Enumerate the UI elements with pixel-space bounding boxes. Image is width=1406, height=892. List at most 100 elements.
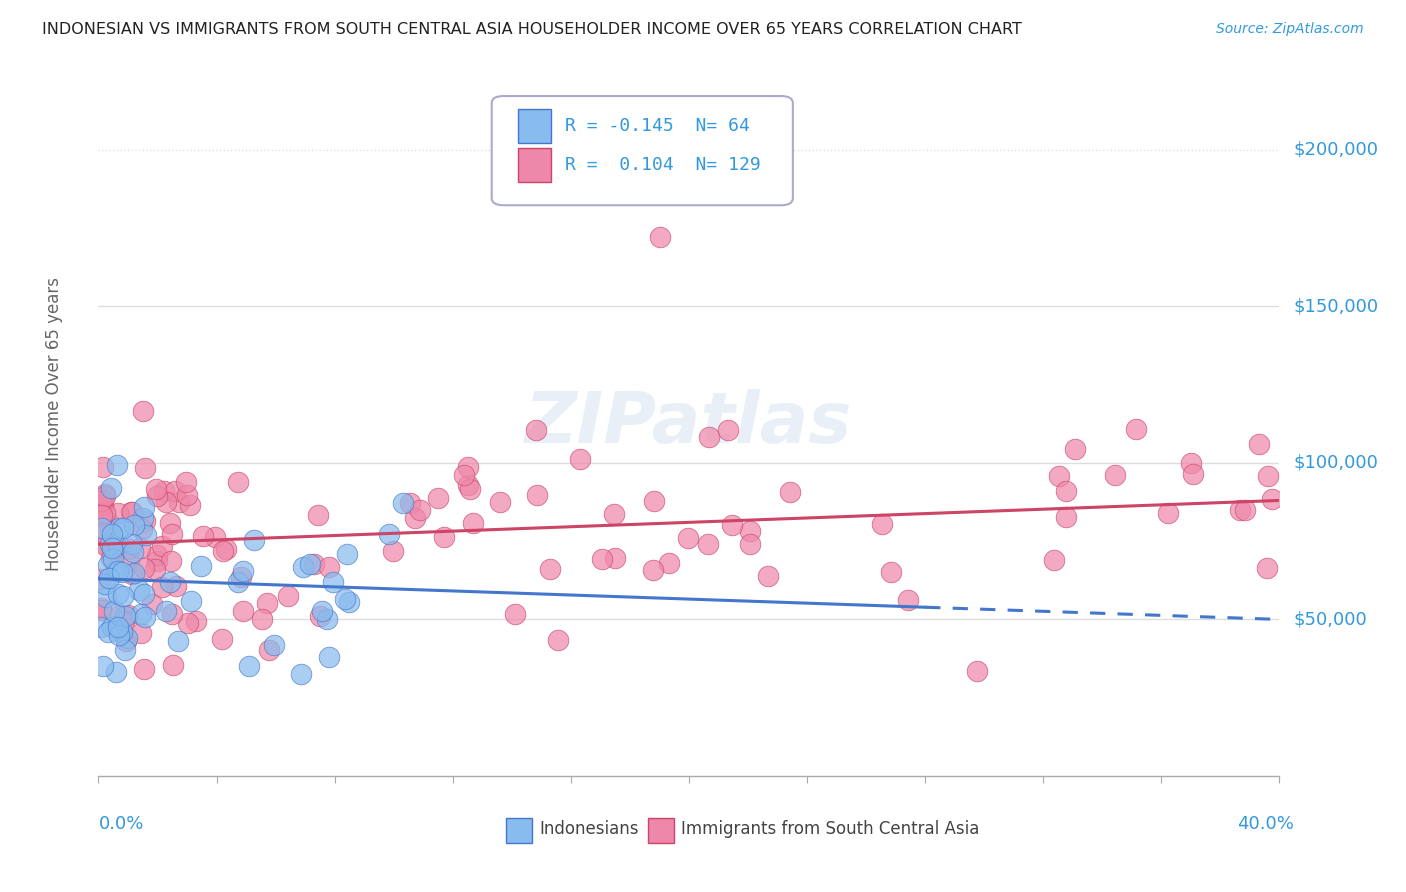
Point: [145, 482, 167, 496]
Point: [257, 642, 280, 657]
Point: [605, 550, 627, 565]
Point: [238, 658, 260, 673]
Text: R = -0.145  N= 64: R = -0.145 N= 64: [565, 118, 749, 136]
Point: [740, 537, 762, 551]
Point: [591, 551, 613, 566]
Point: [318, 650, 340, 665]
Point: [315, 612, 337, 626]
Text: ZIPatlas: ZIPatlas: [526, 389, 852, 458]
Point: [90, 601, 112, 615]
Point: [91, 492, 114, 507]
Point: [463, 516, 485, 530]
Point: [263, 638, 285, 652]
Point: [382, 544, 405, 558]
Point: [134, 609, 156, 624]
Point: [143, 562, 166, 576]
Point: [112, 589, 135, 603]
Point: [90, 521, 112, 535]
Point: [122, 517, 145, 532]
Point: [756, 569, 779, 583]
Point: [177, 615, 200, 630]
Point: [1261, 491, 1284, 506]
Point: [897, 593, 920, 607]
Point: [134, 514, 156, 528]
Point: [107, 506, 129, 520]
Point: [1229, 503, 1251, 517]
Point: [91, 508, 114, 522]
Point: [337, 595, 360, 609]
Point: [105, 541, 128, 556]
Point: [524, 423, 547, 437]
Point: [180, 593, 202, 607]
Point: [103, 604, 125, 618]
Point: [107, 458, 129, 473]
Point: [90, 620, 112, 634]
Point: [1043, 552, 1066, 566]
Point: [121, 504, 143, 518]
Point: [132, 511, 155, 525]
Point: [226, 475, 249, 489]
Point: [121, 567, 143, 582]
Point: [179, 498, 201, 512]
Point: [232, 565, 254, 579]
Point: [107, 587, 129, 601]
Point: [302, 557, 325, 571]
Text: $150,000: $150,000: [1294, 297, 1379, 315]
Point: [129, 607, 152, 621]
Point: [90, 572, 112, 586]
Text: $200,000: $200,000: [1294, 141, 1379, 159]
Point: [184, 614, 207, 628]
Point: [658, 556, 681, 570]
Point: [966, 664, 988, 678]
Point: [1157, 506, 1180, 520]
Text: 0.0%: 0.0%: [98, 814, 143, 833]
Point: [145, 548, 167, 562]
Point: [91, 658, 114, 673]
Point: [299, 557, 322, 571]
Point: [105, 665, 128, 680]
Point: [489, 495, 512, 509]
Point: [1181, 467, 1204, 481]
Point: [717, 423, 740, 437]
Point: [538, 562, 561, 576]
Point: [91, 498, 114, 512]
Point: [117, 607, 139, 622]
Point: [100, 527, 122, 541]
Point: [228, 574, 250, 589]
Bar: [648, 818, 673, 843]
Point: [1125, 422, 1147, 436]
Point: [190, 558, 212, 573]
Point: [740, 524, 762, 538]
Point: [107, 620, 129, 634]
Point: [166, 634, 188, 648]
Point: [150, 539, 173, 553]
Point: [103, 551, 125, 566]
Bar: [517, 110, 551, 144]
Point: [129, 541, 152, 555]
Point: [107, 628, 129, 642]
Point: [153, 483, 176, 498]
Point: [215, 541, 238, 556]
Point: [111, 521, 134, 535]
Point: [1247, 437, 1270, 451]
Text: Source: ZipAtlas.com: Source: ZipAtlas.com: [1216, 22, 1364, 37]
Point: [132, 662, 155, 676]
Point: [131, 522, 153, 536]
Point: [114, 634, 136, 648]
Point: [118, 554, 141, 568]
Point: [100, 551, 122, 566]
Point: [643, 494, 665, 508]
Point: [155, 495, 177, 509]
Point: [252, 612, 274, 626]
Point: [231, 570, 253, 584]
Point: [162, 526, 184, 541]
Point: [111, 625, 134, 640]
Point: [110, 608, 132, 623]
Point: [318, 560, 340, 574]
Point: [101, 620, 124, 634]
Point: [115, 631, 138, 645]
Point: [232, 604, 254, 618]
Point: [90, 494, 112, 508]
Point: [132, 560, 155, 574]
Point: [155, 604, 177, 618]
